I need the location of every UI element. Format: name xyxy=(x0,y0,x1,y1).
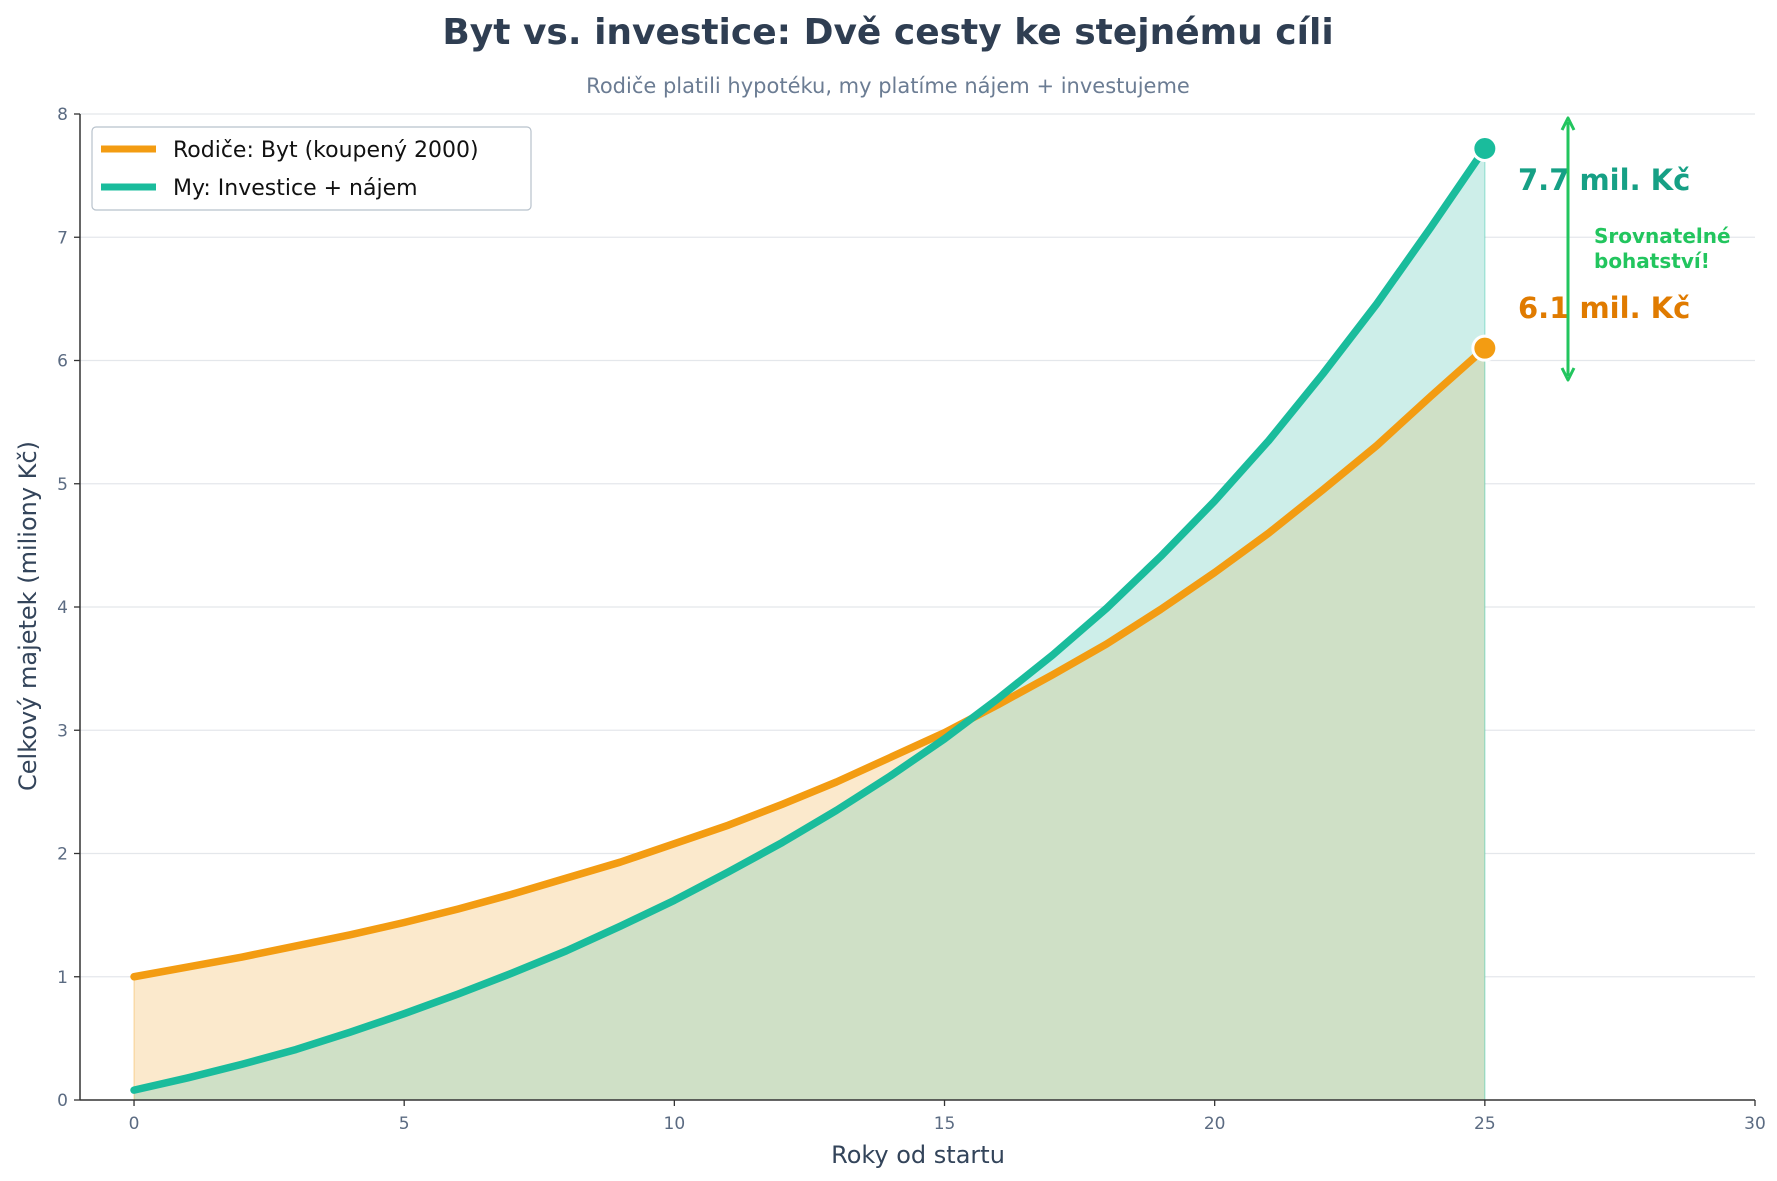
y-tick-label-1: 1 xyxy=(57,968,68,988)
x-tick-label-30: 30 xyxy=(1744,1114,1766,1134)
end-marker-byt xyxy=(1471,334,1499,362)
legend-label-byt: Rodiče: Byt (koupený 2000) xyxy=(173,138,479,163)
grid-lines xyxy=(80,113,1755,978)
end-markers xyxy=(1471,135,1499,362)
y-tick-label-7: 7 xyxy=(57,228,68,248)
x-axis-label: Roky od startu xyxy=(831,1141,1005,1169)
comparison-note-line1: Srovnatelné xyxy=(1594,224,1731,248)
area-fill-overlap xyxy=(134,348,1485,1100)
x-tick-label-10: 10 xyxy=(664,1114,686,1134)
end-label-byt: 6.1 mil. Kč xyxy=(1518,291,1690,325)
y-tick-label-0: 0 xyxy=(57,1091,68,1111)
legend-box xyxy=(91,126,532,211)
y-tick-label-5: 5 xyxy=(57,475,68,495)
y-axis-label: Celkový majetek (miliony Kč) xyxy=(14,441,42,791)
axes: 0 5 10 15 20 25 30 0 1 2 3 4 5 6 7 8 xyxy=(57,105,1766,1134)
y-tick-label-4: 4 xyxy=(57,598,68,618)
y-tick-label-6: 6 xyxy=(57,352,68,372)
x-tick-label-0: 0 xyxy=(129,1114,140,1134)
x-tick-label-25: 25 xyxy=(1474,1114,1496,1134)
y-tick-label-8: 8 xyxy=(57,105,68,125)
legend-label-investice: My: Investice + nájem xyxy=(173,176,418,201)
comparison-arrow-head-top xyxy=(1560,116,1576,131)
area-fills xyxy=(133,148,1486,1100)
comparison-note-line2: bohatství! xyxy=(1594,249,1710,273)
y-tick-label-2: 2 xyxy=(57,845,68,865)
end-marker-investice xyxy=(1471,135,1499,163)
series-lines xyxy=(130,144,1489,1094)
legend: Rodiče: Byt (koupený 2000) My: Investice… xyxy=(91,126,532,211)
x-tick-label-20: 20 xyxy=(1204,1114,1226,1134)
series-line-byt xyxy=(130,344,1489,981)
annotations: 7.7 mil. Kč 6.1 mil. Kč Srovnatelné boha… xyxy=(1518,116,1731,382)
y-tick-label-3: 3 xyxy=(57,721,68,741)
chart-subtitle: Rodiče platili hypotéku, my platíme náje… xyxy=(586,74,1190,98)
series-line-investice xyxy=(130,144,1489,1094)
comparison-arrow-head-bottom xyxy=(1560,367,1576,382)
end-label-investice: 7.7 mil. Kč xyxy=(1518,163,1690,197)
x-tick-label-5: 5 xyxy=(399,1114,410,1134)
chart-title: Byt vs. investice: Dvě cesty ke stejnému… xyxy=(442,12,1333,53)
x-tick-label-15: 15 xyxy=(934,1114,956,1134)
